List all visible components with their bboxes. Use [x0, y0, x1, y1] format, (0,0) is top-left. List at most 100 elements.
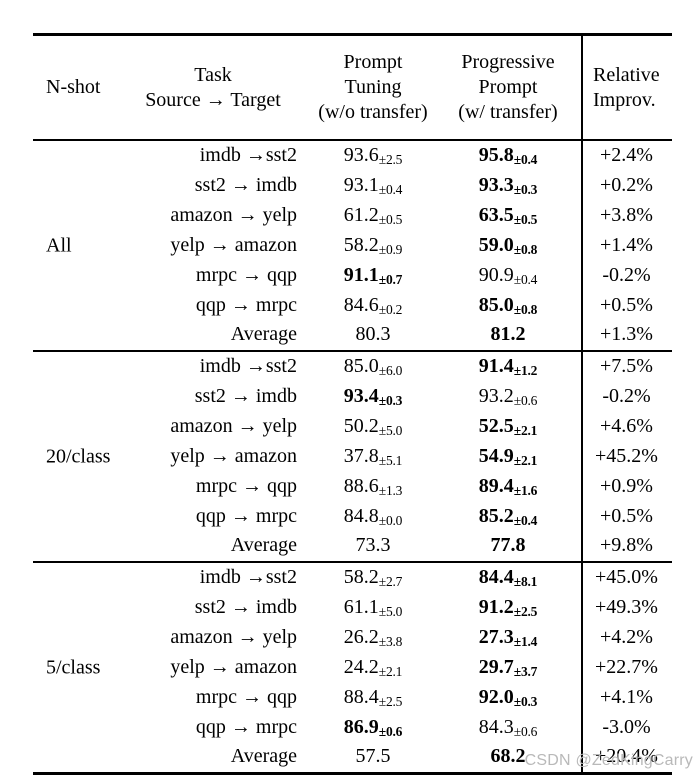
task-cell: qqp → mrpc: [195, 504, 297, 527]
table-header-row: N-shot Task Source → Target Prompt Tunin…: [33, 36, 672, 139]
col-header-pp-line2: Prompt: [478, 76, 538, 98]
prompt-tuning-value: 88.4±2.5: [311, 686, 435, 709]
progressive-prompt-value: 77.8: [435, 534, 581, 557]
prompt-tuning-value: 84.8±0.0: [311, 505, 435, 528]
task-cell: sst2 → imdb: [194, 596, 297, 619]
relative-improv-value: +1.4%: [600, 233, 653, 256]
task-cell: mrpc → qqp: [195, 685, 297, 708]
relative-improv-value: +7.5%: [600, 355, 653, 378]
col-header-progressive-prompt: Progressive Prompt (w/ transfer): [435, 50, 581, 125]
table-row: imdb →sst2 85.0±6.0 91.4±1.2 +7.5%: [33, 352, 672, 382]
table-top-rule: [33, 33, 672, 36]
relative-improv-value: -3.0%: [602, 715, 651, 738]
relative-improv-value: +0.2%: [600, 174, 653, 197]
prompt-tuning-value-number: 93.6: [343, 144, 379, 167]
task-cell: sst2 → imdb: [194, 385, 297, 408]
prompt-tuning-value: 24.2±2.1: [311, 656, 435, 679]
group-separator-rule: [33, 561, 672, 563]
relative-improv-value: +2.4%: [600, 144, 653, 167]
col-header-relative-improv: Relative Improv.: [581, 63, 672, 113]
prompt-tuning-value: 73.3: [311, 534, 435, 557]
progressive-prompt-value-number: 92.0: [478, 685, 514, 708]
table-bottom-rule: [33, 772, 672, 775]
prompt-tuning-value-stddev: ±5.0: [378, 604, 403, 620]
nshot-group: 5/class imdb →sst2 58.2±2.7 84.4±8.1 +45.0% s…: [33, 563, 672, 772]
table-row: amazon → yelp 26.2±3.8 27.3±1.4 +4.2%: [33, 623, 672, 653]
prompt-tuning-value-stddev: ±6.0: [378, 363, 403, 379]
task-cell: qqp → mrpc: [195, 293, 297, 316]
nshot-group: 20/class imdb →sst2 85.0±6.0 91.4±1.2 +7.5% s…: [33, 352, 672, 561]
col-header-rel-line1: Relative: [593, 63, 660, 86]
col-header-pt-line2: Tuning: [344, 76, 402, 98]
prompt-tuning-value: 84.6±0.2: [311, 294, 435, 317]
prompt-tuning-value: 93.1±0.4: [311, 174, 435, 197]
nshot-group-label: 20/class: [46, 445, 111, 467]
col-header-rel-line2: Improv.: [593, 88, 656, 111]
col-header-pp-line1: Progressive: [461, 51, 555, 73]
progressive-prompt-value-number: 77.8: [490, 534, 526, 557]
progressive-prompt-value: 90.9±0.4: [435, 264, 581, 287]
progressive-prompt-value: 59.0±0.8: [435, 234, 581, 257]
task-cell: yelp → amazon: [170, 444, 297, 467]
progressive-prompt-value-number: 84.4: [478, 566, 514, 589]
results-table: N-shot Task Source → Target Prompt Tunin…: [33, 33, 672, 775]
prompt-tuning-value-number: 93.1: [343, 174, 379, 197]
prompt-tuning-value: 86.9±0.6: [311, 716, 435, 739]
progressive-prompt-value-stddev: ±0.8: [513, 301, 538, 317]
col-header-task-line2: Source → Target: [145, 88, 281, 111]
task-cell: Average: [230, 323, 297, 346]
prompt-tuning-value-number: 50.2: [343, 415, 379, 438]
table-row: sst2 → imdb 93.1±0.4 93.3±0.3 +0.2%: [33, 171, 672, 201]
task-cell: Average: [230, 534, 297, 557]
relative-improv-value: +0.5%: [600, 293, 653, 316]
table-row: qqp → mrpc 86.9±0.6 84.3±0.6 -3.0%: [33, 712, 672, 742]
prompt-tuning-value-number: 61.2: [343, 204, 379, 227]
progressive-prompt-value-number: 93.3: [478, 174, 514, 197]
table-row: Average 57.5 68.2 +20.4%: [33, 742, 672, 772]
col-header-pp-line3: (w/ transfer): [458, 101, 558, 123]
progressive-prompt-value-stddev: ±0.4: [513, 152, 538, 168]
prompt-tuning-value-stddev: ±0.5: [378, 212, 403, 228]
task-cell: amazon → yelp: [170, 626, 297, 649]
progressive-prompt-value: 93.2±0.6: [435, 385, 581, 408]
col-header-pt-line3: (w/o transfer): [318, 101, 428, 123]
progressive-prompt-value-number: 90.9: [478, 263, 514, 286]
prompt-tuning-value-stddev: ±2.7: [378, 574, 403, 590]
table-row: imdb →sst2 58.2±2.7 84.4±8.1 +45.0%: [33, 563, 672, 593]
nshot-group-label: 5/class: [46, 656, 101, 678]
progressive-prompt-value-stddev: ±0.3: [513, 693, 538, 709]
table-row: mrpc → qqp 91.1±0.7 90.9±0.4 -0.2%: [33, 260, 672, 290]
progressive-prompt-value-stddev: ±3.7: [513, 663, 538, 679]
progressive-prompt-value: 93.3±0.3: [435, 174, 581, 197]
table-row: yelp → amazon 37.8±5.1 54.9±2.1 +45.2%: [33, 442, 672, 472]
relative-improv-value: +45.0%: [595, 566, 658, 589]
progressive-prompt-value-number: 89.4: [478, 474, 514, 497]
relative-improv-value: -0.2%: [602, 263, 651, 286]
progressive-prompt-value-number: 81.2: [490, 323, 526, 346]
group-separator-rule: [33, 350, 672, 352]
table-row: Average 73.3 77.8 +9.8%: [33, 531, 672, 561]
task-cell: yelp → amazon: [170, 655, 297, 678]
relative-improv-value: +9.8%: [600, 534, 653, 557]
table-row: Average 80.3 81.2 +1.3%: [33, 320, 672, 350]
prompt-tuning-value-number: 84.8: [343, 504, 379, 527]
prompt-tuning-value-stddev: ±5.0: [378, 423, 403, 439]
prompt-tuning-value-number: 86.9: [343, 715, 379, 738]
col-header-task: Task Source → Target: [115, 63, 311, 113]
prompt-tuning-value: 26.2±3.8: [311, 626, 435, 649]
progressive-prompt-value: 84.3±0.6: [435, 716, 581, 739]
task-cell: qqp → mrpc: [195, 715, 297, 738]
progressive-prompt-value-number: 54.9: [478, 444, 514, 467]
progressive-prompt-value-number: 52.5: [478, 415, 514, 438]
relative-improv-value: +3.8%: [600, 204, 653, 227]
col-header-task-line1: Task: [194, 63, 232, 86]
progressive-prompt-value: 91.2±2.5: [435, 596, 581, 619]
progressive-prompt-value: 27.3±1.4: [435, 626, 581, 649]
col-header-nshot: N-shot: [33, 75, 115, 100]
prompt-tuning-value-number: 88.6: [343, 474, 379, 497]
prompt-tuning-value-number: 93.4: [343, 385, 379, 408]
col-header-nshot-label: N-shot: [46, 76, 101, 98]
task-cell: yelp → amazon: [170, 233, 297, 256]
header-bottom-rule: [33, 139, 672, 141]
progressive-prompt-value-stddev: ±1.2: [513, 363, 538, 379]
